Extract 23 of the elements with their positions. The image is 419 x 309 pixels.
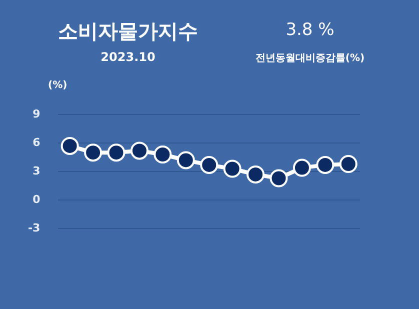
point (316, 156, 334, 174)
y-tick-label: 6 (32, 136, 41, 149)
point (292, 158, 311, 177)
y-tick-label: 9 (32, 107, 40, 120)
point (60, 136, 79, 155)
y-tick-label: 0 (32, 192, 41, 206)
point (339, 155, 358, 173)
point (84, 144, 102, 162)
y-tick-label: 3 (32, 164, 40, 178)
point (246, 165, 265, 184)
point (130, 142, 148, 160)
point (107, 144, 126, 162)
text: 3.8 % (284, 20, 336, 40)
chart-subtitle: 2023.10 (100, 50, 156, 64)
y-axis-title: (%) (48, 80, 68, 91)
point (270, 169, 288, 188)
y-tick-label: -3 (28, 221, 40, 234)
text: 전년동월대비증감률(%) (254, 52, 366, 65)
point (200, 156, 218, 174)
point (176, 151, 195, 170)
point (154, 146, 172, 164)
chart-title: 소비자물가지수 (57, 18, 199, 45)
point (223, 160, 242, 178)
